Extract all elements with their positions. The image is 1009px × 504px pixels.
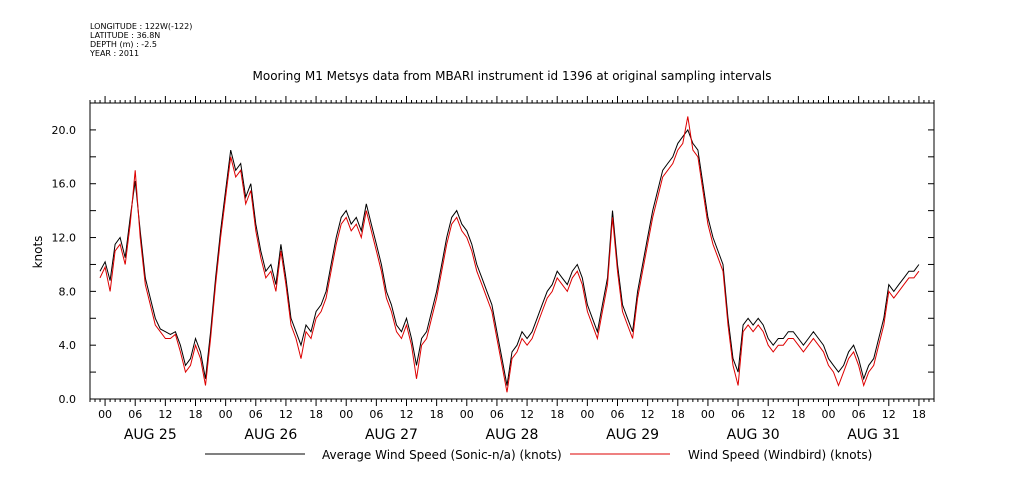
y-tick-label: 0.0: [59, 393, 77, 406]
x-hour-label: 00: [822, 408, 836, 421]
x-hour-label: 18: [550, 408, 564, 421]
series-line-sonic: [99, 128, 920, 386]
x-hour-label: 00: [339, 408, 353, 421]
x-day-label: AUG 29: [606, 427, 659, 443]
x-day-label: AUG 26: [244, 427, 297, 443]
x-hour-label: 06: [852, 408, 866, 421]
y-tick-label: 20.0: [52, 124, 77, 137]
y-axis: 0.0 4.0 8.0 12.0 16.0 20.0: [52, 102, 934, 406]
x-hour-label: 06: [128, 408, 142, 421]
legend-label-windbird: Wind Speed (Windbird) (knots): [688, 448, 872, 462]
x-day-label: AUG 27: [365, 427, 418, 443]
x-day-label: AUG 30: [727, 427, 780, 443]
longitude-label: LONGITUDE : 122W(-122): [90, 22, 193, 31]
chart-title: Mooring M1 Metsys data from MBARI instru…: [253, 69, 772, 83]
x-hour-label: 12: [761, 408, 775, 421]
x-hour-label: 00: [98, 408, 112, 421]
x-day-label: AUG 25: [124, 427, 177, 443]
x-hour-label: 18: [791, 408, 805, 421]
latitude-label: LATITUDE : 36.8N: [90, 31, 161, 40]
x-hour-label: 18: [671, 408, 685, 421]
y-axis-label: knots: [31, 236, 45, 269]
depth-label: DEPTH (m) : -2.5: [90, 40, 157, 49]
x-hour-label: 00: [219, 408, 233, 421]
x-hour-label: 00: [460, 408, 474, 421]
y-tick-label: 16.0: [52, 178, 77, 191]
y-tick-label: 4.0: [59, 339, 77, 352]
x-hour-label: 06: [249, 408, 263, 421]
x-hour-label: 12: [400, 408, 414, 421]
series-lines: [99, 116, 920, 393]
x-hour-label: 18: [309, 408, 323, 421]
x-hour-label: 18: [912, 408, 926, 421]
x-axis: 00 06 12 18 00 06 12 18 00 06 12 18 00 06 12 18 00 06 12 18…: [89, 96, 935, 443]
legend-label-sonic: Average Wind Speed (Sonic-n/a) (knots): [322, 448, 562, 462]
x-day-label: AUG 31: [847, 427, 900, 443]
series-line-windbird: [99, 116, 920, 393]
x-hour-label: 18: [189, 408, 203, 421]
x-hour-label: 06: [611, 408, 625, 421]
x-hour-label: 12: [520, 408, 534, 421]
year-label: YEAR : 2011: [90, 49, 140, 58]
x-hour-label: 06: [369, 408, 383, 421]
x-hour-label: 06: [731, 408, 745, 421]
x-day-label: AUG 28: [486, 427, 539, 443]
y-tick-label: 8.0: [59, 285, 77, 298]
x-hour-label: 12: [641, 408, 655, 421]
x-hour-label: 12: [279, 408, 293, 421]
x-hour-label: 12: [882, 408, 896, 421]
x-hour-label: 12: [158, 408, 172, 421]
x-hour-label: 06: [490, 408, 504, 421]
y-tick-label: 12.0: [52, 232, 77, 245]
x-hour-label: 18: [430, 408, 444, 421]
x-hour-label: 00: [701, 408, 715, 421]
x-hour-label: 00: [580, 408, 594, 421]
